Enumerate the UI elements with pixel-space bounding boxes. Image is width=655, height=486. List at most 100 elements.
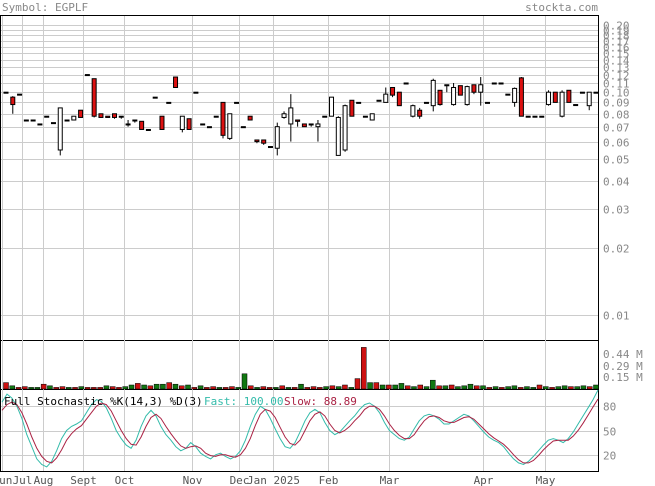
x-tick-label: Dec [230, 474, 250, 486]
volume-bar [486, 387, 493, 390]
candle [491, 82, 497, 85]
price-tick-label: 0.12 [603, 70, 630, 83]
candle [234, 101, 240, 104]
candle-body [559, 91, 565, 117]
candle-body [396, 91, 402, 107]
volume-bar [229, 386, 235, 390]
candle-body [566, 89, 572, 103]
candle-body [444, 84, 450, 87]
volume-bar [222, 387, 229, 390]
volume-bar [172, 383, 179, 390]
candle [457, 85, 463, 96]
volume-bar [216, 387, 223, 390]
volume-bar [329, 385, 336, 390]
candle-body [30, 119, 36, 122]
price-tick-label: 0.11 [603, 78, 630, 91]
candle-body [3, 91, 9, 94]
volume-bar [298, 383, 304, 390]
candle [593, 91, 599, 94]
candle-body [315, 123, 321, 128]
candle [566, 89, 572, 103]
candle-body [478, 84, 484, 93]
candle-body [71, 115, 77, 121]
candle-body [159, 115, 165, 130]
candle-body [539, 115, 545, 118]
candle-body [105, 115, 111, 118]
stochastic-axis: 80 50 20 [603, 401, 616, 463]
candle [315, 120, 321, 142]
candle-body [173, 76, 179, 88]
candle [301, 123, 307, 128]
candle [430, 78, 436, 112]
candle-body [410, 105, 416, 117]
x-tick-label: Aug [34, 474, 54, 486]
volume-bar [178, 385, 185, 390]
fast-line [1, 389, 599, 468]
candle [206, 126, 212, 129]
candle [464, 85, 470, 106]
candle [478, 77, 484, 106]
volume-bar [411, 386, 417, 390]
volume-bar [166, 382, 172, 390]
volume-bar [505, 386, 511, 390]
candle-body [471, 84, 477, 93]
candle [281, 111, 287, 119]
volume-bar [254, 387, 260, 390]
candle [295, 119, 301, 127]
candle [559, 90, 565, 118]
volume-bar [379, 384, 386, 390]
volume-bar [185, 384, 191, 390]
x-tick-label: Jan 2025 [247, 474, 300, 486]
candle-body [301, 123, 307, 128]
volume-bar [574, 386, 580, 390]
candle [57, 107, 63, 156]
candle [91, 78, 97, 118]
volume-bar [266, 387, 273, 390]
volume-bar [404, 385, 411, 390]
candle [525, 115, 531, 118]
candle-body [220, 101, 226, 136]
stochastic-tick-label: 20 [603, 450, 616, 463]
candle [10, 96, 16, 114]
volume-tick-label: 0.29 M [603, 360, 643, 373]
x-tick-label: Sept [70, 474, 97, 486]
candle [539, 115, 545, 118]
volume-bar [448, 384, 455, 390]
candle-body [186, 118, 192, 130]
candle [518, 77, 524, 117]
candle-body [78, 109, 84, 118]
candle-body [342, 105, 348, 151]
volume-bar [335, 386, 342, 390]
candle-body [573, 104, 579, 107]
price-tick-label: 0.15 [603, 48, 630, 61]
candle [546, 90, 552, 106]
candle-body [132, 119, 138, 122]
volume-bar [398, 383, 405, 390]
candle [186, 118, 192, 130]
candle-body [50, 122, 56, 125]
volume-bar [141, 384, 147, 390]
candle-body [193, 91, 199, 94]
volume-bar [279, 385, 285, 390]
candle [145, 128, 151, 131]
candle [322, 115, 328, 118]
candle-body [390, 86, 396, 96]
candle [17, 93, 23, 96]
candle [132, 119, 138, 123]
candle-body [152, 96, 158, 99]
candle-body [376, 99, 382, 102]
candle-body [10, 96, 16, 106]
price-tick-label: 0.04 [603, 176, 630, 189]
volume-bar [568, 386, 574, 390]
volume-bar [3, 382, 9, 390]
volume-bar [417, 384, 424, 390]
grid [1, 16, 598, 471]
volume-bar [499, 387, 505, 390]
candle [288, 94, 294, 142]
volume-bar [310, 386, 317, 390]
candle [173, 76, 179, 88]
candle [403, 82, 409, 85]
volume-bar [492, 386, 499, 390]
